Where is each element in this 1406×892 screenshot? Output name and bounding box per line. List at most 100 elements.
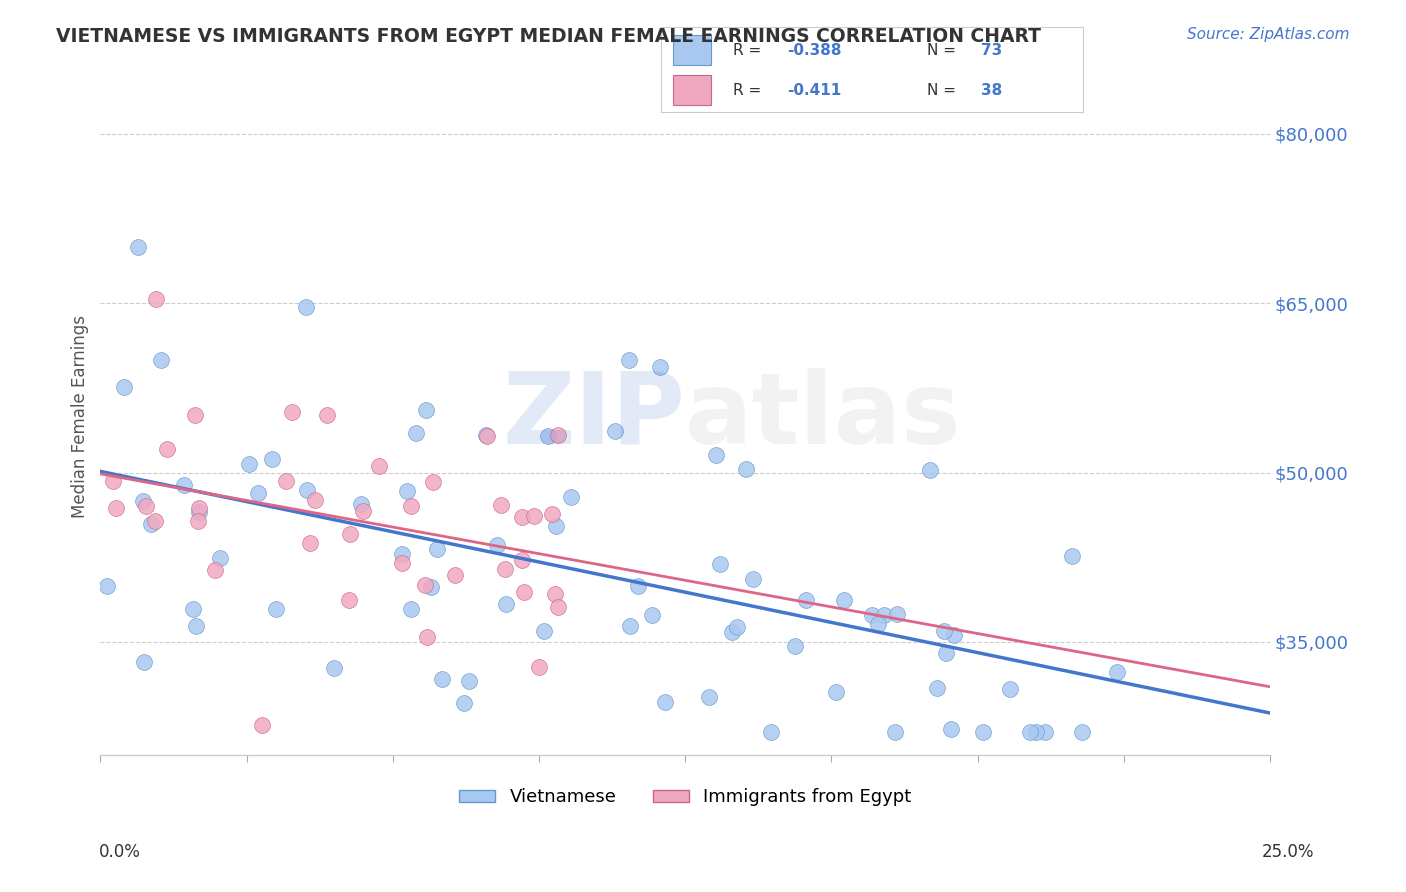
Text: 73: 73 bbox=[981, 43, 1002, 58]
Text: -0.411: -0.411 bbox=[787, 83, 842, 98]
Point bbox=[132, 494, 155, 508]
Point bbox=[416, 631, 439, 645]
Point bbox=[866, 617, 889, 632]
Point bbox=[426, 542, 449, 557]
Point bbox=[112, 379, 135, 393]
Text: 38: 38 bbox=[981, 83, 1002, 98]
Point bbox=[127, 240, 149, 254]
Point bbox=[187, 501, 209, 516]
Point bbox=[494, 562, 516, 576]
Text: 25.0%: 25.0% bbox=[1263, 843, 1315, 861]
Point bbox=[475, 429, 498, 443]
Point bbox=[101, 474, 124, 488]
Text: -0.388: -0.388 bbox=[787, 43, 842, 58]
Point bbox=[238, 457, 260, 471]
Text: ZIP: ZIP bbox=[502, 368, 685, 465]
Point bbox=[143, 514, 166, 528]
Point bbox=[395, 484, 418, 499]
Point bbox=[942, 627, 965, 641]
Point bbox=[704, 448, 727, 462]
Point bbox=[281, 404, 304, 418]
Point bbox=[350, 497, 373, 511]
Text: R =: R = bbox=[733, 83, 766, 98]
Point bbox=[544, 587, 567, 601]
Point bbox=[187, 505, 209, 519]
Point bbox=[860, 607, 883, 622]
Point bbox=[295, 483, 318, 497]
Point bbox=[295, 300, 318, 314]
Point bbox=[742, 572, 765, 586]
Point bbox=[96, 579, 118, 593]
Point bbox=[1070, 725, 1092, 739]
Point bbox=[139, 516, 162, 531]
Text: 0.0%: 0.0% bbox=[98, 843, 141, 861]
Point bbox=[935, 647, 957, 661]
Point bbox=[697, 690, 720, 704]
Point bbox=[250, 718, 273, 732]
Point bbox=[489, 498, 512, 512]
Point bbox=[495, 597, 517, 611]
Point bbox=[512, 553, 534, 567]
Point bbox=[401, 602, 423, 616]
Point bbox=[927, 681, 949, 695]
Text: Source: ZipAtlas.com: Source: ZipAtlas.com bbox=[1187, 27, 1350, 42]
Point bbox=[173, 477, 195, 491]
Point bbox=[1025, 725, 1047, 739]
Point bbox=[274, 474, 297, 488]
Point bbox=[648, 359, 671, 374]
Point bbox=[547, 428, 569, 442]
Point bbox=[367, 458, 389, 473]
Point bbox=[560, 490, 582, 504]
Point bbox=[939, 722, 962, 736]
Point bbox=[299, 536, 322, 550]
Point bbox=[453, 696, 475, 710]
Point bbox=[156, 442, 179, 457]
Point bbox=[413, 578, 436, 592]
Point bbox=[725, 620, 748, 634]
Point bbox=[734, 462, 756, 476]
Point bbox=[391, 547, 413, 561]
Point bbox=[262, 452, 284, 467]
Point bbox=[527, 660, 550, 674]
Point bbox=[617, 353, 640, 368]
Point bbox=[783, 640, 806, 654]
Point bbox=[709, 558, 731, 572]
Point bbox=[541, 507, 564, 521]
Point bbox=[337, 593, 360, 607]
Point bbox=[603, 424, 626, 438]
Point bbox=[537, 428, 560, 442]
Point bbox=[208, 550, 231, 565]
Point bbox=[399, 499, 422, 513]
Point bbox=[415, 403, 437, 417]
Point bbox=[266, 602, 288, 616]
Text: atlas: atlas bbox=[685, 368, 962, 465]
Point bbox=[1018, 725, 1040, 739]
Point bbox=[720, 624, 742, 639]
FancyBboxPatch shape bbox=[673, 75, 711, 104]
Point bbox=[759, 725, 782, 739]
Point bbox=[183, 602, 205, 616]
Point bbox=[886, 607, 908, 622]
Point bbox=[304, 493, 326, 508]
Point bbox=[1033, 725, 1056, 739]
Point bbox=[825, 685, 848, 699]
Point bbox=[475, 428, 498, 442]
Point bbox=[246, 486, 269, 500]
Point bbox=[654, 694, 676, 708]
Point bbox=[184, 618, 207, 632]
Point bbox=[883, 725, 905, 739]
Point bbox=[187, 514, 209, 528]
Point bbox=[510, 509, 533, 524]
Point bbox=[533, 624, 555, 638]
Point bbox=[1000, 681, 1022, 696]
Point bbox=[873, 608, 896, 623]
Point bbox=[316, 408, 339, 422]
Point bbox=[619, 619, 641, 633]
Point bbox=[547, 599, 569, 614]
Point bbox=[150, 352, 173, 367]
Point bbox=[419, 580, 441, 594]
Point bbox=[1105, 665, 1128, 679]
Point bbox=[523, 509, 546, 524]
Text: VIETNAMESE VS IMMIGRANTS FROM EGYPT MEDIAN FEMALE EARNINGS CORRELATION CHART: VIETNAMESE VS IMMIGRANTS FROM EGYPT MEDI… bbox=[56, 27, 1042, 45]
Point bbox=[422, 475, 444, 489]
